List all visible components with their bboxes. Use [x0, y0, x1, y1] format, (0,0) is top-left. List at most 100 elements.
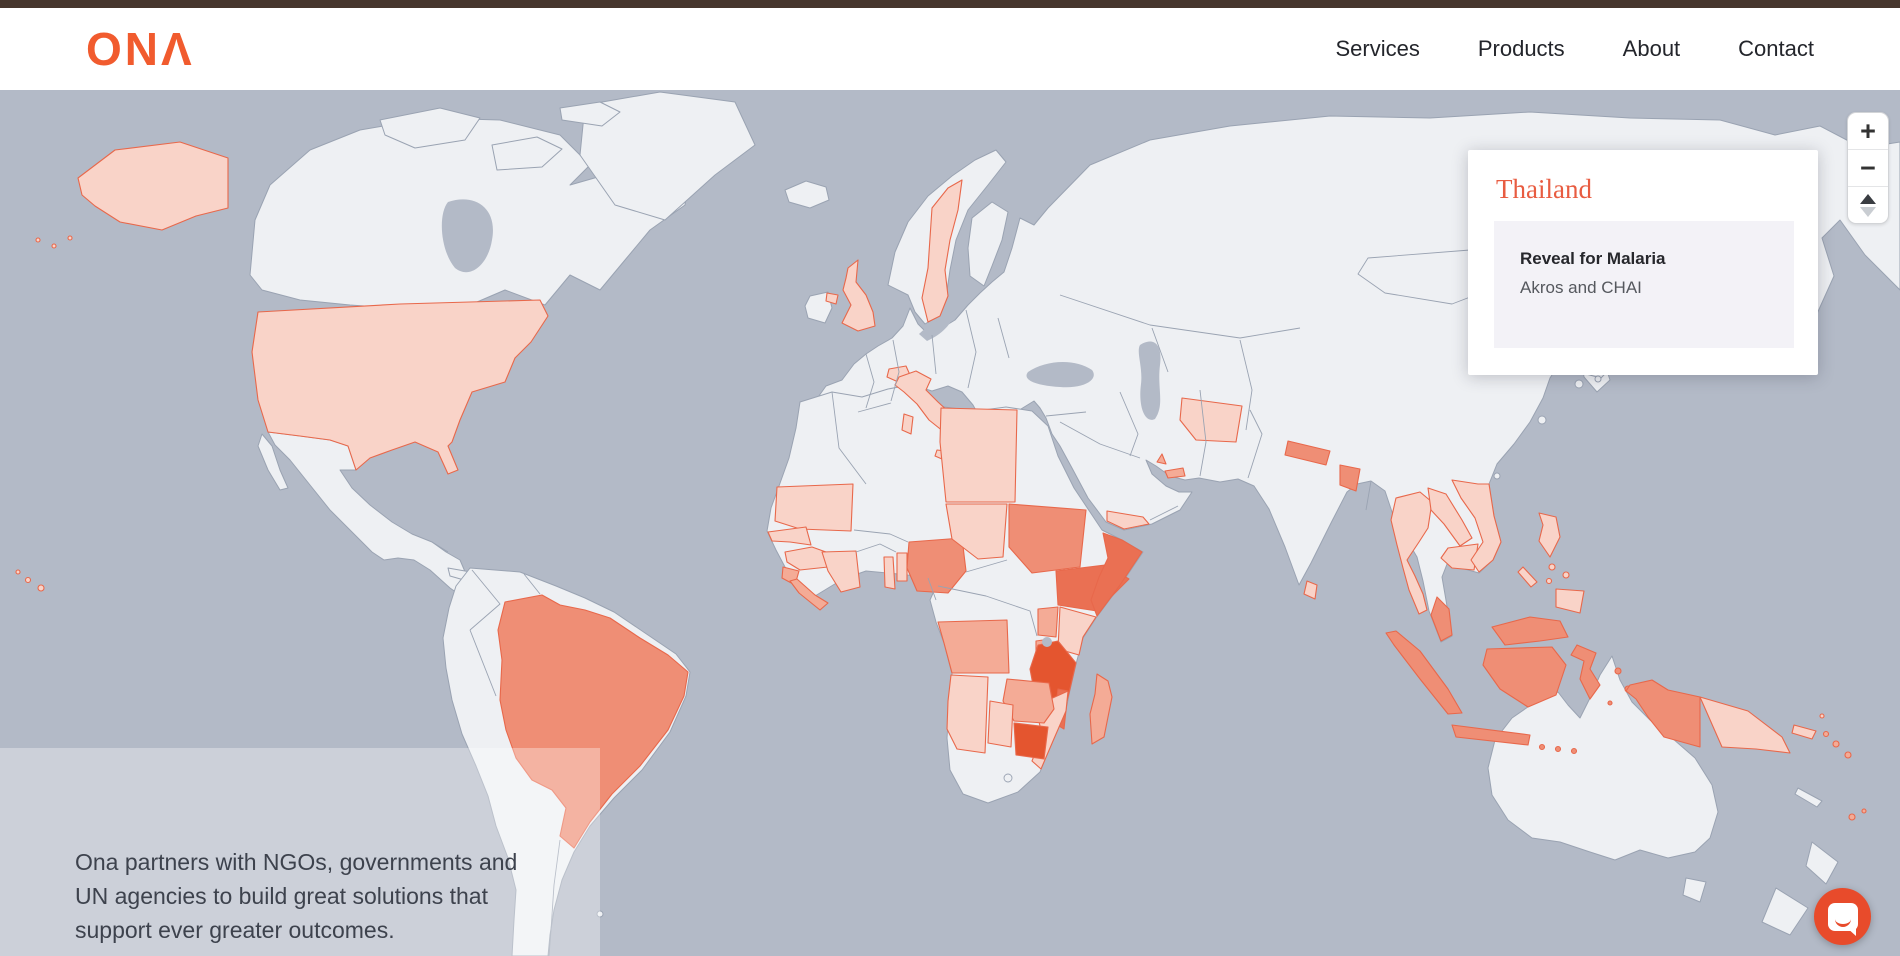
country-philippines-luzon[interactable] — [1538, 512, 1561, 558]
country-png-new-britain[interactable] — [1791, 724, 1817, 740]
fiji-island[interactable] — [1848, 813, 1856, 821]
aleutian-island[interactable] — [67, 235, 73, 241]
philippine-island[interactable] — [1562, 571, 1570, 579]
indonesian-island[interactable] — [1607, 700, 1613, 706]
aleutian-island[interactable] — [35, 237, 41, 243]
country-indonesia-kalimantan[interactable] — [1482, 646, 1567, 708]
island-new-zealand-north — [1805, 841, 1839, 885]
border-line — [469, 569, 501, 631]
country-uk-northern-ireland[interactable] — [825, 292, 839, 305]
country-indonesia-java[interactable] — [1451, 724, 1531, 746]
arrow-down-icon — [1860, 206, 1876, 217]
indonesian-island[interactable] — [1614, 667, 1622, 675]
hawaii-island[interactable] — [37, 584, 45, 592]
country-somalia[interactable] — [1090, 532, 1143, 617]
country-uk[interactable] — [841, 259, 876, 332]
country-indonesia-west-papua[interactable] — [1625, 679, 1701, 748]
nav-products[interactable]: Products — [1477, 36, 1565, 61]
hawaii-island[interactable] — [24, 576, 32, 584]
island-ireland — [804, 291, 833, 324]
country-libya[interactable] — [939, 407, 1018, 503]
indonesian-island[interactable] — [1554, 745, 1562, 753]
border-line — [1199, 389, 1207, 477]
popup-partners: Akros and CHAI — [1520, 278, 1642, 297]
map-tilt-button[interactable] — [1848, 186, 1888, 223]
country-malaysia-peninsula[interactable] — [1430, 596, 1453, 642]
border-line — [857, 402, 892, 413]
border-line — [890, 339, 900, 402]
popup-project-box: Reveal for Malaria Akros and CHAI — [1494, 221, 1794, 348]
country-senegal[interactable] — [767, 526, 812, 546]
border-line — [1059, 294, 1301, 339]
country-togo[interactable] — [883, 556, 896, 590]
country-philippines-mindanao[interactable] — [1555, 588, 1585, 614]
country-madagascar[interactable] — [1089, 673, 1113, 745]
country-namibia[interactable] — [946, 674, 989, 754]
country-uae[interactable] — [1164, 467, 1186, 479]
country-cambodia[interactable] — [1440, 543, 1479, 571]
country-italy-sardinia[interactable] — [901, 413, 914, 435]
solomon-island[interactable] — [1822, 730, 1830, 738]
country-uganda[interactable] — [1037, 606, 1059, 638]
country-sudan[interactable] — [1008, 503, 1087, 574]
country-mauritania[interactable] — [774, 483, 854, 532]
border-line — [1247, 409, 1263, 479]
country-laos[interactable] — [1427, 487, 1473, 547]
philippine-island[interactable] — [1548, 563, 1556, 571]
nav-about[interactable]: About — [1622, 36, 1681, 61]
country-afghanistan[interactable] — [1179, 397, 1243, 443]
landmass-australia — [1487, 655, 1719, 861]
world-map-canvas[interactable]: Ona partners with NGOs, governments and … — [0, 90, 1900, 956]
country-papua-new-guinea[interactable] — [1699, 696, 1791, 754]
zoom-out-button[interactable]: − — [1848, 149, 1888, 186]
nav-contact[interactable]: Contact — [1738, 36, 1814, 61]
country-qatar[interactable] — [1156, 453, 1167, 465]
country-philippines-palawan[interactable] — [1517, 566, 1538, 588]
border-line — [831, 391, 867, 485]
country-sri-lanka[interactable] — [1303, 580, 1318, 600]
country-vietnam[interactable] — [1451, 479, 1502, 573]
country-usa-alaska[interactable] — [77, 141, 229, 231]
landmass-greenland — [579, 91, 756, 221]
fiji-island[interactable] — [1861, 808, 1867, 814]
border-line — [855, 543, 897, 553]
country-angola[interactable] — [937, 619, 1010, 674]
landmass-finland — [967, 201, 1009, 287]
border-line — [523, 573, 541, 595]
country-botswana[interactable] — [987, 700, 1014, 748]
country-indonesia-sumatra[interactable] — [1385, 630, 1463, 715]
country-zambia[interactable] — [1002, 678, 1055, 724]
country-indonesia-sulawesi[interactable] — [1570, 644, 1601, 700]
country-yemen[interactable] — [1106, 510, 1150, 530]
border-line — [1059, 421, 1141, 459]
country-liberia[interactable] — [789, 578, 829, 611]
png-island[interactable] — [1819, 713, 1825, 719]
aleutian-island[interactable] — [51, 243, 57, 249]
top-accent-bar — [0, 0, 1900, 8]
country-thailand[interactable] — [1390, 491, 1433, 615]
chat-launcher-button[interactable] — [1814, 888, 1871, 945]
solomon-island[interactable] — [1844, 751, 1852, 759]
country-bangladesh[interactable] — [1339, 464, 1361, 492]
country-cote-divoire[interactable] — [821, 550, 861, 593]
solomon-island[interactable] — [1832, 740, 1840, 748]
island-new-zealand-south — [1761, 887, 1809, 936]
arctic-island — [559, 101, 621, 127]
hawaii-island[interactable] — [15, 569, 21, 575]
country-benin[interactable] — [896, 552, 908, 582]
country-brazil[interactable] — [497, 594, 689, 849]
country-zimbabwe[interactable] — [1013, 722, 1049, 760]
nav-services[interactable]: Services — [1335, 36, 1420, 61]
indonesian-island[interactable] — [1570, 747, 1578, 755]
ona-logo[interactable]: ONΛ — [86, 23, 195, 75]
indonesian-island[interactable] — [1538, 743, 1546, 751]
country-nepal[interactable] — [1284, 440, 1331, 466]
philippine-island[interactable] — [1545, 577, 1553, 585]
country-sweden[interactable] — [921, 179, 963, 323]
zoom-in-button[interactable]: + — [1860, 115, 1876, 146]
baltic-sea — [919, 312, 955, 341]
country-usa[interactable] — [251, 299, 549, 475]
country-malaysia-borneo[interactable] — [1491, 616, 1569, 646]
tagline-text: Ona partners with NGOs, governments and … — [75, 849, 518, 943]
country-chad[interactable] — [945, 503, 1008, 560]
